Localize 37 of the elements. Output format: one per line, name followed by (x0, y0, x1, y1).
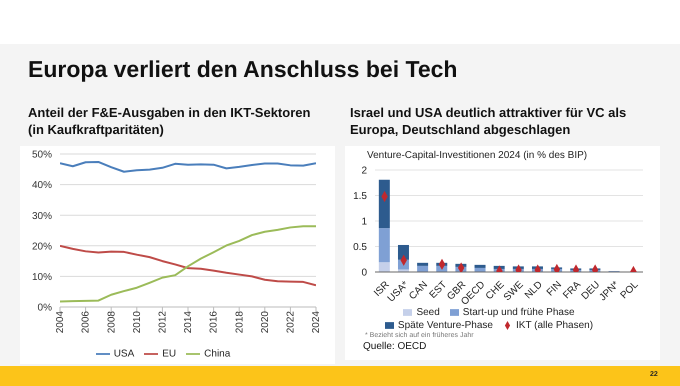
chart-title: Israel und USA deutlich attraktiver für VC als Europa, Deutschland abgeschlagen (350, 104, 628, 138)
x-tick-label: 2016 (208, 310, 220, 334)
y-tick-label: 1 (361, 216, 368, 228)
y-tick-label: 40% (32, 180, 52, 192)
legend-label: Start-up und frühe Phase (462, 307, 575, 318)
x-tick-label: 2010 (132, 310, 143, 334)
y-tick-label: 20% (32, 241, 52, 252)
x-tick-label: 2014 (183, 310, 194, 334)
x-tick-label: FIN (544, 279, 564, 299)
chart-title: Europa verliert den Anschluss bei Tech (28, 56, 458, 83)
y-tick-label: 0.5 (353, 242, 368, 254)
legend-label: IKT (alle Phasen) (516, 320, 594, 331)
y-tick-label: 2 (361, 166, 368, 177)
legend-label: Späte Venture-Phase (398, 320, 493, 331)
x-tick-label: 2018 (234, 310, 246, 334)
chart-subtitle: Venture-Capital-Investitionen 2024 (in % des BIP) (366, 149, 588, 163)
y-tick-label: 1.5 (353, 191, 368, 202)
source-note: Quelle: OECD (362, 341, 428, 352)
legend-label: China (204, 348, 230, 360)
x-tick-label: 2024 (311, 310, 322, 334)
y-tick-label: 50% (32, 150, 52, 161)
y-tick-label: 10% (32, 272, 52, 283)
chart-subtitle: Anteil der F&E-Ausgaben in den IKT-Sektoren (in Kaufkraftparitäten) (28, 104, 312, 138)
legend-label: USA (114, 348, 134, 360)
legend-label: EU (162, 348, 176, 360)
x-tick-label: NLD (522, 279, 545, 302)
y-tick-label: 0 (361, 268, 368, 279)
x-tick-label: 2006 (80, 310, 92, 334)
x-tick-label: 2022 (286, 310, 296, 334)
x-tick-label: POL (618, 279, 641, 302)
x-tick-label: 2020 (260, 310, 271, 334)
x-tick-label: 2008 (106, 310, 118, 334)
legend-label: Seed (416, 307, 440, 318)
x-tick-label: 2004 (55, 310, 66, 334)
y-tick-label: 30% (32, 210, 52, 222)
y-tick-label: 0% (38, 302, 52, 314)
x-tick-label: 2012 (158, 310, 168, 334)
